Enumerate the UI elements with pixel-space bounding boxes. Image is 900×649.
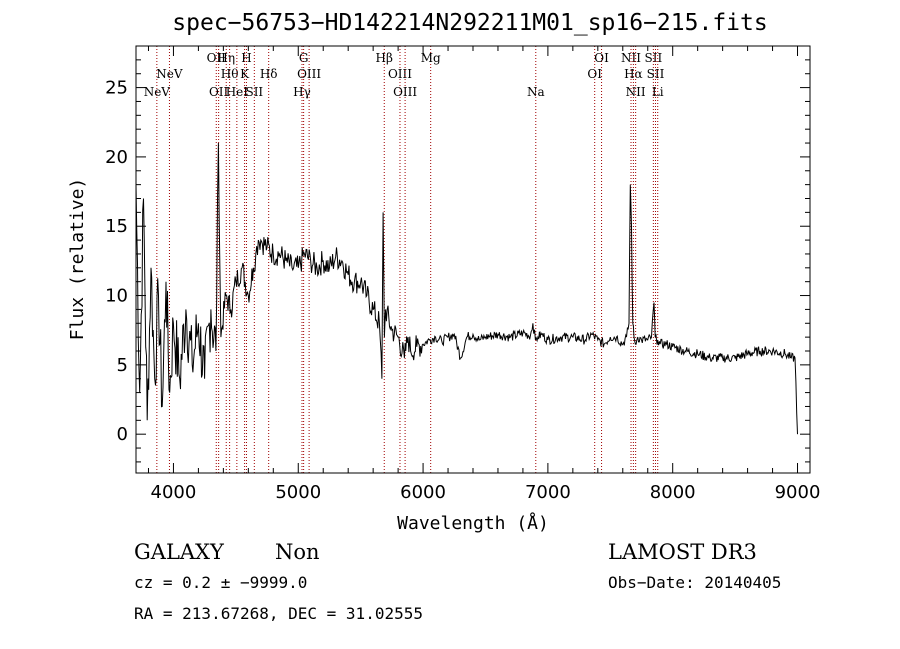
spectrum-line [135,142,798,435]
chart-title: spec−56753−HD142214N292211M01_sp16−215.f… [172,10,767,36]
line-label-11: G [299,51,309,65]
line-label-5: Hθ [221,67,239,81]
line-label-20: OI [594,51,609,65]
line-label-12: OIII [297,67,321,81]
object-class: GALAXY [134,540,225,564]
line-label-22: Hα [624,67,643,81]
survey-name: LAMOST DR3 [608,540,757,564]
line-label-16: OIII [393,85,417,99]
line-label-0: NeV [144,85,171,99]
x-axis-label: Wavelength (Å) [397,512,549,534]
line-label-26: Li [652,85,664,99]
line-label-6: HeI [226,85,249,99]
x-tick-label-0: 4000 [151,482,197,503]
line-label-2: OII [207,51,227,65]
line-label-15: OIII [388,67,412,81]
y-tick-label-3: 15 [105,216,128,237]
line-label-4: Hη [217,51,235,65]
line-label-3: OII [209,85,229,99]
ra-dec: RA = 213.67268, DEC = 31.02555 [134,604,423,623]
obs-date: Obs−Date: 20140405 [608,573,781,592]
x-tick-label-5: 9000 [775,482,821,503]
line-label-14: Hβ [376,51,393,65]
line-label-17: Mg [421,51,441,65]
line-label-24: SII [645,51,663,65]
y-axis-label: Flux (relative) [67,178,88,341]
line-label-9: SII [245,85,263,99]
y-tick-label-1: 5 [117,355,128,376]
line-label-10: Hδ [260,67,278,81]
y-tick-label-5: 25 [105,78,128,99]
redshift-cz: cz = 0.2 ± −9999.0 [134,573,307,592]
x-tick-label-3: 7000 [525,482,571,503]
line-label-13: Hγ [293,85,311,99]
emission-line-markers: NeVNeVOIIOIIHηHθHeIHKSIIHδGOIIIHγHβOIIIO… [144,46,665,473]
axes: 4000 5000 6000 7000 8000 9000 0 5 10 15 20 25 [105,46,820,503]
x-tick-label-2: 6000 [400,482,446,503]
x-tick-label-1: 5000 [275,482,321,503]
plot-frame [135,45,811,474]
line-label-8: K [240,67,250,81]
x-tick-label-4: 8000 [650,482,696,503]
line-label-25: SII [647,67,665,81]
line-label-7: H [241,51,251,65]
line-label-1: NeV [156,67,183,81]
y-tick-label-4: 20 [105,147,128,168]
line-label-21: NII [621,51,641,65]
line-label-23: NII [626,85,646,99]
y-tick-label-2: 10 [105,286,128,307]
y-tick-label-0: 0 [117,424,128,445]
line-label-18: Na [527,85,545,99]
spectrum-series [135,142,798,435]
line-label-19: OI [587,67,602,81]
object-subclass: Non [275,540,320,564]
